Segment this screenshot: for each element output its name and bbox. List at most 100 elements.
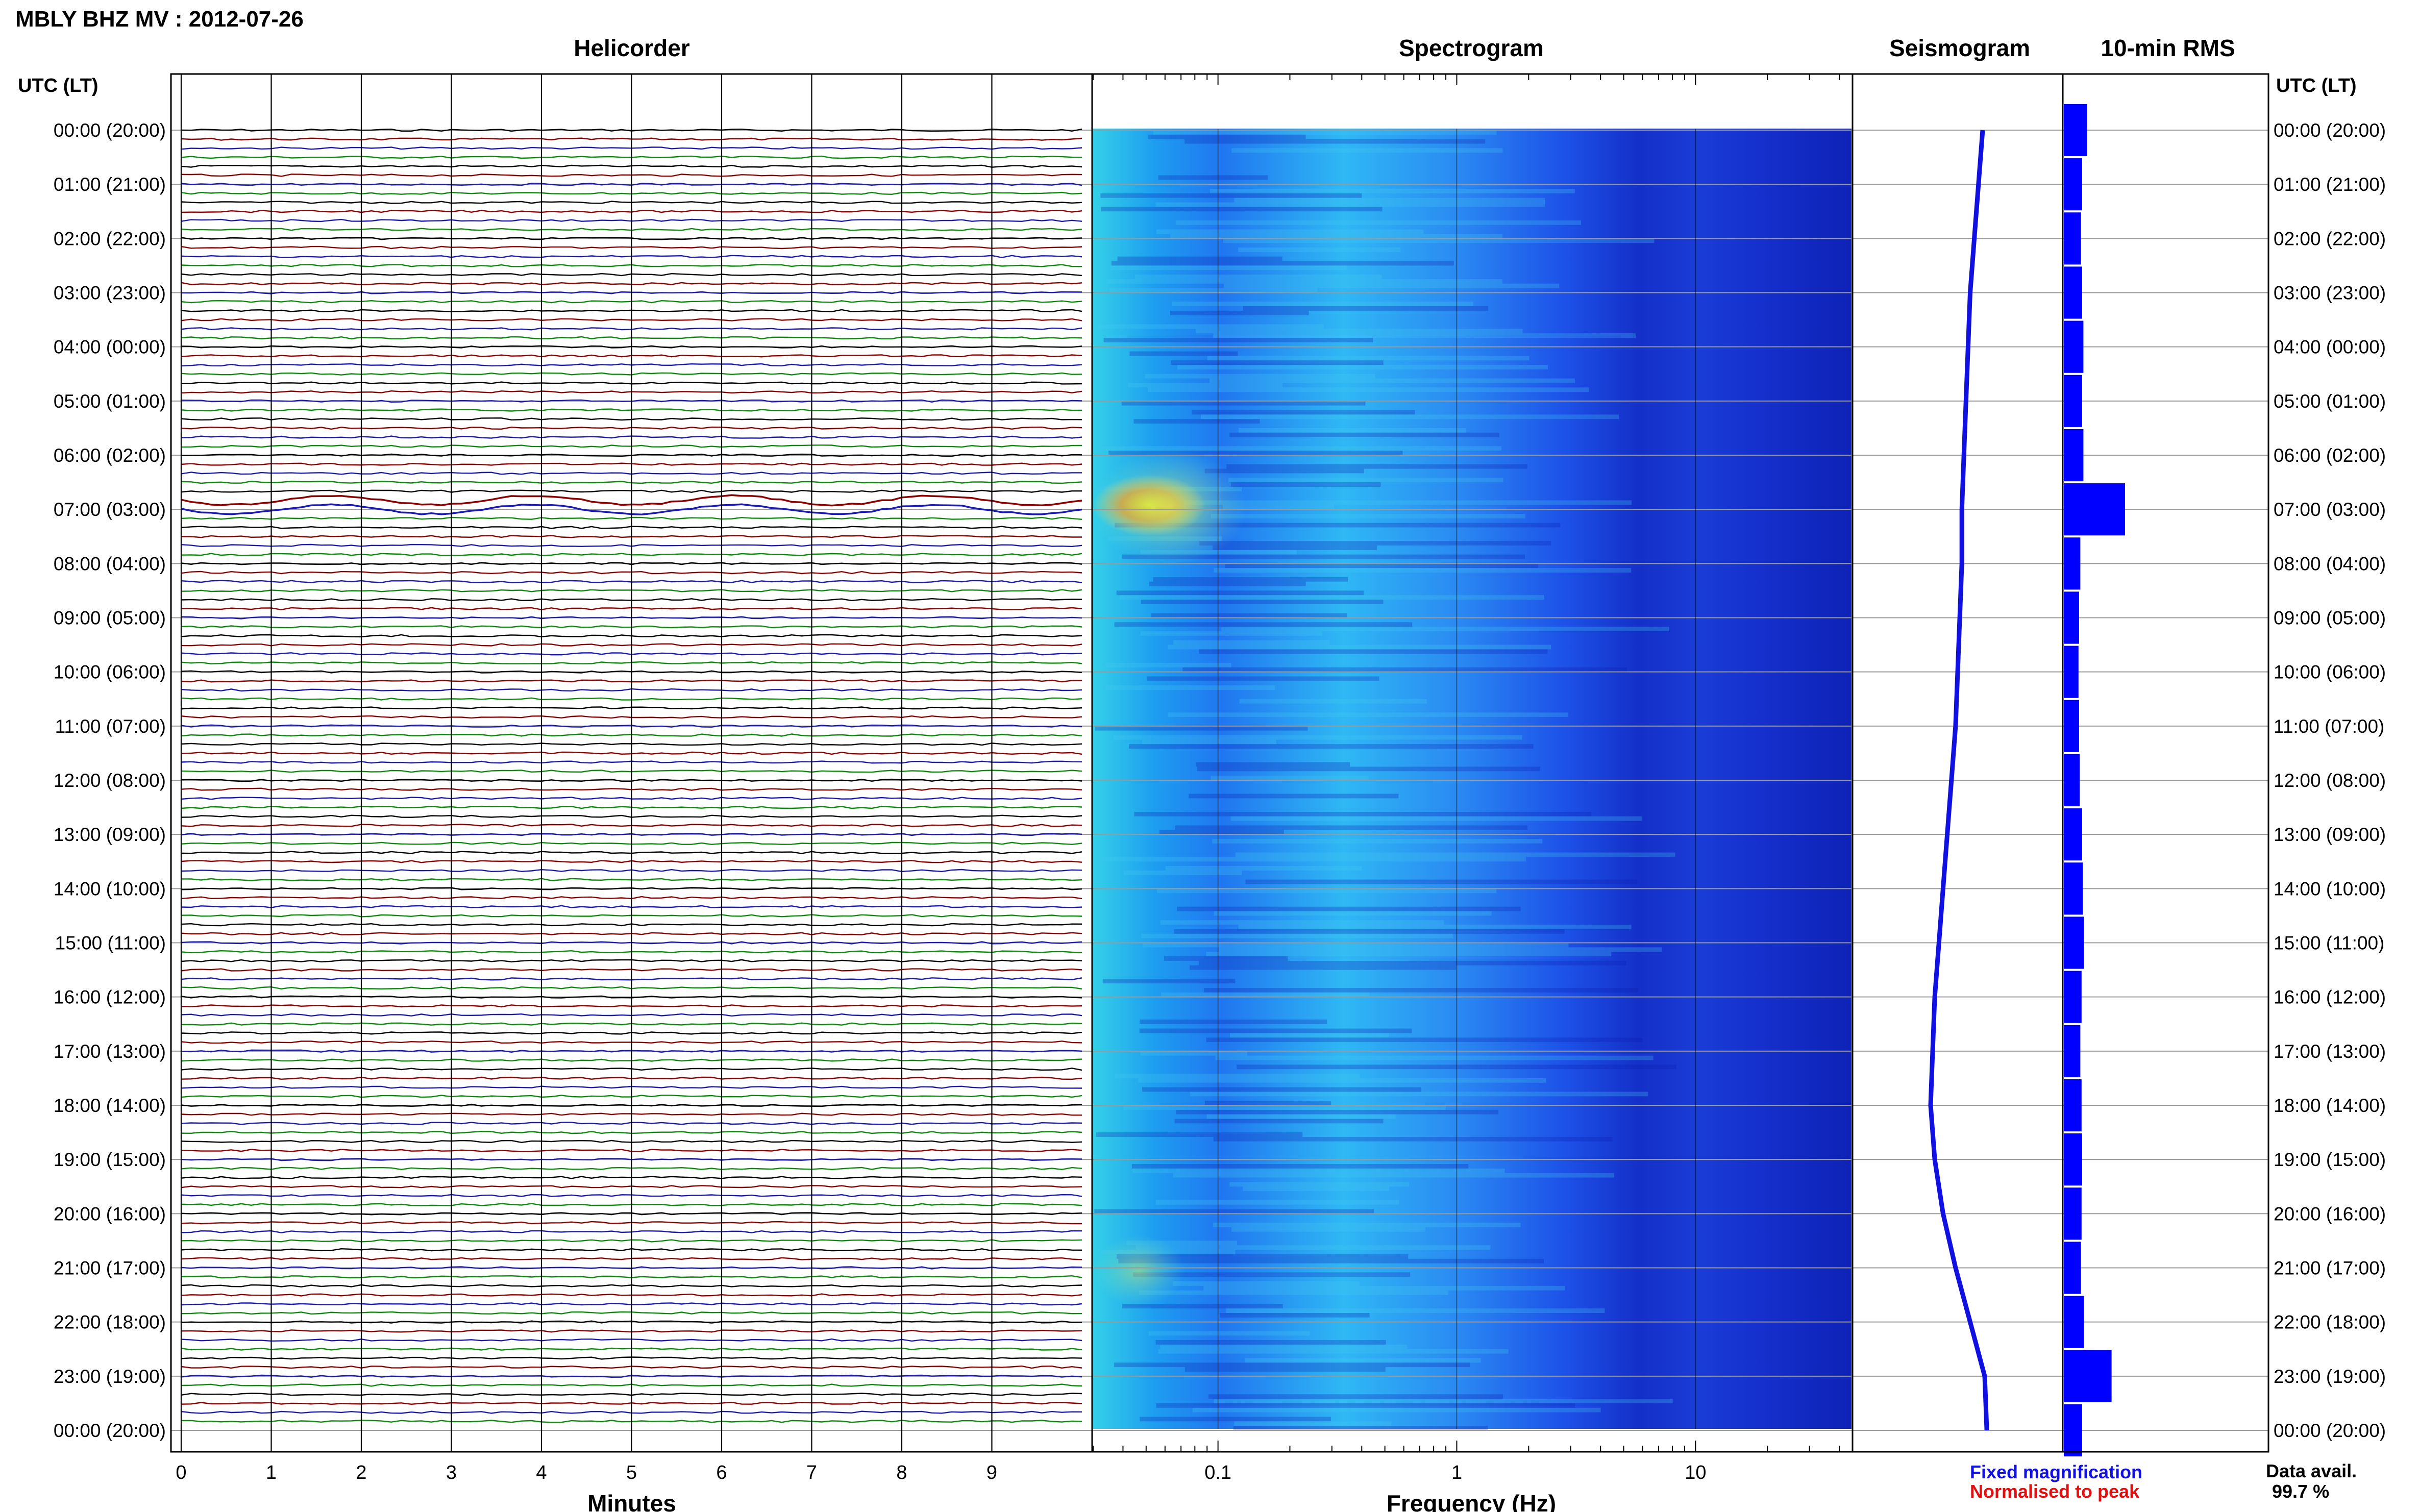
spectrogram-stripe (1143, 943, 1569, 948)
spectrogram-stripe (1109, 288, 1317, 293)
spectrogram-stripe (1243, 1186, 1389, 1192)
rms-bar (2064, 1187, 2082, 1240)
time-label-left: 21:00 (17:00) (54, 1258, 166, 1279)
time-label-left: 04:00 (00:00) (54, 337, 166, 358)
spectrogram-stripe (1153, 130, 1497, 135)
x-axis-label-minutes: Minutes (587, 1490, 676, 1512)
spectrogram-warmspot (1093, 449, 1246, 566)
spectrogram-stripe (1229, 432, 1499, 437)
station-title: MBLY BHZ MV : 2012-07-26 (15, 7, 304, 32)
spectrogram-stripe (1208, 1394, 1503, 1399)
spectrogram-stripe (1230, 482, 1381, 487)
spectrogram-stripe (1138, 1078, 1546, 1083)
spectrogram-stripe (1173, 640, 1330, 645)
spectrogram-stripe (1121, 401, 1366, 406)
spectrogram-stripe (1157, 888, 1497, 894)
spectrogram-stripe (1204, 468, 1364, 474)
spectrogram-stripe (1134, 811, 1592, 816)
seismogram-trace (1928, 130, 1989, 1431)
spectrogram-stripe (1199, 541, 1551, 546)
spectrogram-stripe (1114, 1362, 1470, 1368)
spectrogram-stripe (1210, 189, 1575, 193)
spectrogram-stripe (1159, 830, 1284, 835)
minute-tick-label: 9 (986, 1462, 997, 1483)
spectrogram-stripe (1229, 1182, 1410, 1187)
rms-bar (2064, 754, 2080, 807)
time-label-left: 11:00 (07:00) (55, 716, 166, 737)
spectrogram-stripe (1105, 662, 1231, 667)
spectrogram-stripe (1192, 410, 1415, 415)
spectrogram-title: Spectrogram (1399, 35, 1544, 61)
spectrogram-stripe (1174, 929, 1565, 934)
spectrogram-stripe (1239, 428, 1466, 433)
spectrogram-stripe (1151, 613, 1347, 618)
rms-bar (2064, 971, 2082, 1023)
spectrogram-stripe (1213, 545, 1377, 550)
spectrogram-stripe (1110, 265, 1347, 270)
spectrogram-stripe (1101, 207, 1383, 212)
rms-bar (2064, 916, 2084, 969)
spectrogram-stripe (1192, 1407, 1601, 1412)
rms-bar (2064, 320, 2084, 373)
spectrogram-stripe (1196, 762, 1350, 767)
spectrogram-stripe (1223, 505, 1335, 510)
time-label-right: 07:00 (03:00) (2274, 499, 2386, 520)
spectrogram-stripe (1182, 667, 1627, 672)
spectrogram-stripe (1214, 1399, 1673, 1403)
time-label-right: 15:00 (11:00) (2274, 933, 2384, 954)
spectrogram-stripe (1171, 302, 1474, 307)
spectrogram-stripe (1238, 925, 1632, 929)
time-label-right: 19:00 (15:00) (2274, 1149, 2386, 1170)
spectrogram-stripe (1123, 870, 1242, 875)
spectrogram-stripe (1100, 446, 1501, 451)
rms-bar (2064, 646, 2079, 698)
rms-title: 10-min RMS (2101, 35, 2235, 61)
spectrogram-stripe (1105, 685, 1275, 690)
time-label-right: 03:00 (23:00) (2274, 283, 2386, 304)
rms-bar (2064, 1350, 2112, 1402)
spectrogram-stripe (1213, 1223, 1521, 1227)
rms-bar (2064, 808, 2082, 861)
spectrogram-stripe (1117, 1254, 1409, 1259)
spectrogram-stripe (1226, 464, 1527, 469)
spectrogram-field (1093, 129, 1852, 1429)
spectrogram-stripe (1175, 825, 1528, 830)
spectrogram-stripe (1113, 735, 1522, 740)
spectrogram-stripe (1183, 500, 1632, 505)
spectrogram-stripe (1243, 306, 1489, 311)
spectrogram-stripe (1100, 193, 1362, 198)
spectrogram-stripe (1140, 631, 1323, 636)
spectrogram-stripe (1141, 933, 1453, 938)
spectrogram-stripe (1140, 1417, 1331, 1422)
spectrogram-stripe (1229, 1033, 1389, 1038)
spectrogram-stripe (1164, 956, 1288, 961)
spectrogram-stripe (1133, 1272, 1411, 1277)
spectrogram-stripe (1102, 979, 1236, 984)
time-label-right: 20:00 (16:00) (2274, 1203, 2386, 1224)
time-label-right: 00:00 (20:00) (2274, 120, 2386, 141)
spectrogram-stripe (1117, 256, 1282, 261)
spectrogram-stripe (1131, 1164, 1469, 1169)
spectrogram-stripe (1116, 590, 1364, 596)
spectrogram-stripe (1234, 1421, 1392, 1426)
legend-normalised-to-peak: Normalised to peak (1970, 1481, 2140, 1502)
spectrogram-stripe (1223, 238, 1655, 243)
spectrogram-stripe (1220, 1312, 1370, 1318)
spectrogram-stripe (1204, 1101, 1331, 1105)
spectrogram-stripe (1206, 1114, 1396, 1119)
freq-tick-label: 10 (1685, 1462, 1706, 1483)
rms-bar (2064, 158, 2082, 211)
spectrogram-stripe (1231, 1227, 1425, 1232)
spectrogram-stripe (1160, 1344, 1407, 1349)
spectrogram-stripe (1225, 563, 1538, 568)
spectrogram-stripe (1106, 279, 1502, 284)
spectrogram-stripe (1098, 324, 1324, 329)
minute-tick-label: 1 (266, 1462, 277, 1483)
time-label-right: 08:00 (04:00) (2274, 553, 2386, 574)
spectrogram-stripe (1115, 523, 1561, 528)
time-label-right: 18:00 (14:00) (2274, 1095, 2386, 1116)
spectrogram-stripe (1128, 744, 1534, 749)
spectrogram-stripe (1214, 568, 1632, 573)
spectrogram-stripe (1103, 337, 1373, 342)
spectrogram-stripe (1224, 283, 1560, 288)
